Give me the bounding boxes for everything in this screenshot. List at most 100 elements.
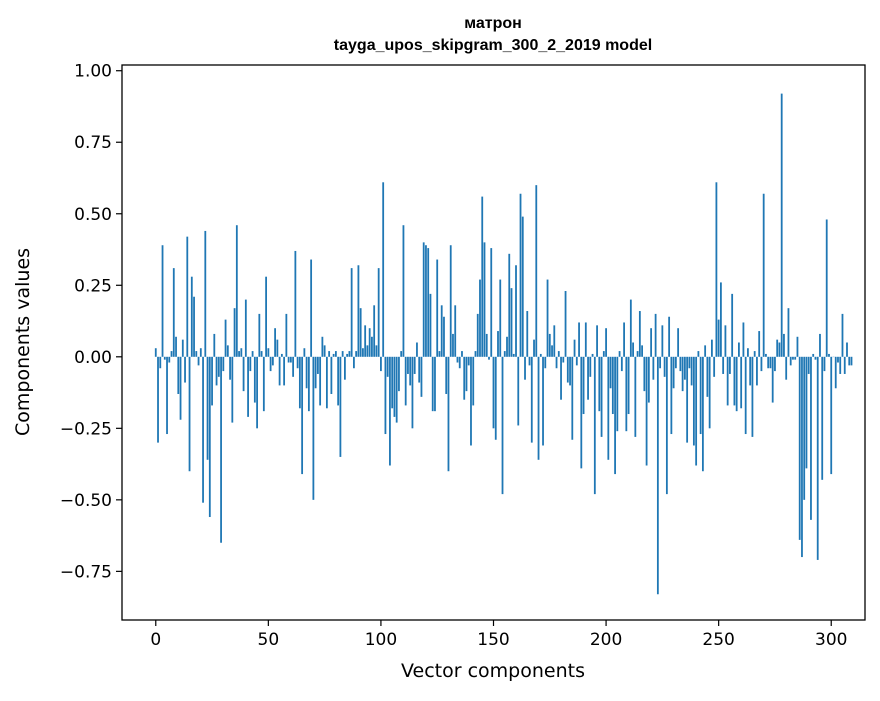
bar-component-30	[222, 357, 224, 371]
bar-component-118	[421, 357, 423, 397]
bar-component-192	[587, 357, 589, 400]
bar-component-67	[306, 357, 308, 388]
bar-component-275	[774, 357, 776, 371]
bar-component-205	[616, 357, 618, 431]
bar-component-298	[826, 219, 828, 356]
bar-component-187	[576, 357, 578, 366]
bar-component-62	[294, 251, 296, 357]
bar-component-38	[240, 348, 242, 357]
bar-component-174	[547, 280, 549, 357]
bar-component-306	[844, 357, 846, 374]
bar-component-213	[634, 357, 636, 437]
bar-component-300	[830, 357, 832, 474]
y-tick-label: −0.75	[60, 562, 112, 582]
bar-component-273	[770, 357, 772, 368]
x-tick-label: 300	[815, 630, 847, 650]
y-tick-label: 0.75	[74, 133, 112, 153]
x-tick-label: 150	[477, 630, 509, 650]
bar-component-20	[200, 348, 202, 357]
bar-component-76	[326, 357, 328, 408]
bar-component-4	[164, 357, 166, 360]
bar-component-259	[738, 343, 740, 357]
bar-component-2	[159, 357, 161, 368]
bar-component-48	[263, 357, 265, 411]
bar-component-169	[535, 185, 537, 357]
bar-component-283	[792, 357, 794, 360]
bar-component-154	[502, 357, 504, 494]
bar-component-211	[630, 300, 632, 357]
bar-component-263	[747, 348, 749, 357]
bar-component-119	[423, 242, 425, 356]
bar-component-106	[394, 357, 396, 417]
bar-component-65	[301, 357, 303, 474]
bar-component-64	[299, 357, 301, 408]
bar-component-280	[785, 357, 787, 380]
bar-component-138	[466, 357, 468, 391]
bar-component-60	[290, 357, 292, 363]
bar-component-90	[358, 265, 360, 357]
bar-component-71	[315, 357, 317, 388]
bar-component-173	[544, 357, 546, 368]
bar-component-266	[754, 351, 756, 357]
bar-component-161	[517, 357, 519, 426]
bar-component-63	[297, 357, 299, 368]
bar-component-253	[725, 325, 727, 356]
bar-component-52	[272, 357, 274, 366]
bar-component-270	[763, 194, 765, 357]
bar-component-123	[432, 357, 434, 411]
bar-component-293	[815, 357, 817, 360]
bar-component-181	[562, 357, 564, 363]
bar-component-57	[283, 357, 285, 386]
bar-component-202	[610, 357, 612, 388]
bar-component-49	[265, 277, 267, 357]
bar-component-140	[470, 357, 472, 446]
bar-component-258	[736, 357, 738, 411]
x-tick-label: 200	[590, 630, 622, 650]
bar-component-83	[342, 351, 344, 357]
bar-component-149	[490, 248, 492, 357]
bar-component-33	[229, 357, 231, 380]
bar-component-226	[664, 357, 666, 377]
bar-component-108	[398, 357, 400, 391]
bar-component-54	[276, 340, 278, 357]
bar-component-304	[839, 357, 841, 374]
bar-component-99	[378, 268, 380, 357]
bar-component-112	[407, 357, 409, 374]
bar-component-82	[340, 357, 342, 457]
bar-component-43	[252, 351, 254, 357]
bar-component-200	[605, 328, 607, 357]
bar-component-308	[848, 357, 850, 366]
bar-component-281	[788, 308, 790, 357]
bar-component-10	[177, 357, 179, 394]
bar-component-59	[288, 357, 290, 363]
bar-component-134	[457, 357, 459, 363]
bar-component-155	[504, 351, 506, 357]
bar-component-284	[794, 357, 796, 360]
bar-component-91	[360, 308, 362, 357]
bar-component-21	[202, 357, 204, 503]
bar-component-302	[835, 357, 837, 388]
y-tick-label: −0.50	[60, 491, 112, 511]
bar-component-220	[650, 328, 652, 357]
bar-component-294	[817, 357, 819, 560]
bar-component-50	[267, 348, 269, 357]
bar-component-121	[427, 248, 429, 357]
bar-component-251	[720, 282, 722, 356]
y-tick-label: 0.25	[74, 276, 112, 296]
bar-component-209	[625, 357, 627, 431]
bar-component-178	[556, 357, 558, 368]
bar-component-84	[344, 357, 346, 380]
bar-component-257	[734, 357, 736, 406]
bar-component-18	[195, 351, 197, 357]
bar-component-1	[157, 357, 159, 443]
bar-component-297	[824, 357, 826, 371]
bar-component-305	[842, 314, 844, 357]
bar-component-124	[434, 357, 436, 411]
bar-component-282	[790, 357, 792, 366]
bar-component-233	[679, 357, 681, 371]
bar-component-36	[236, 225, 238, 357]
bar-component-158	[511, 288, 513, 357]
chart-subtitle: tayga_upos_skipgram_300_2_2019 model	[334, 37, 652, 54]
bar-component-25	[211, 357, 213, 406]
